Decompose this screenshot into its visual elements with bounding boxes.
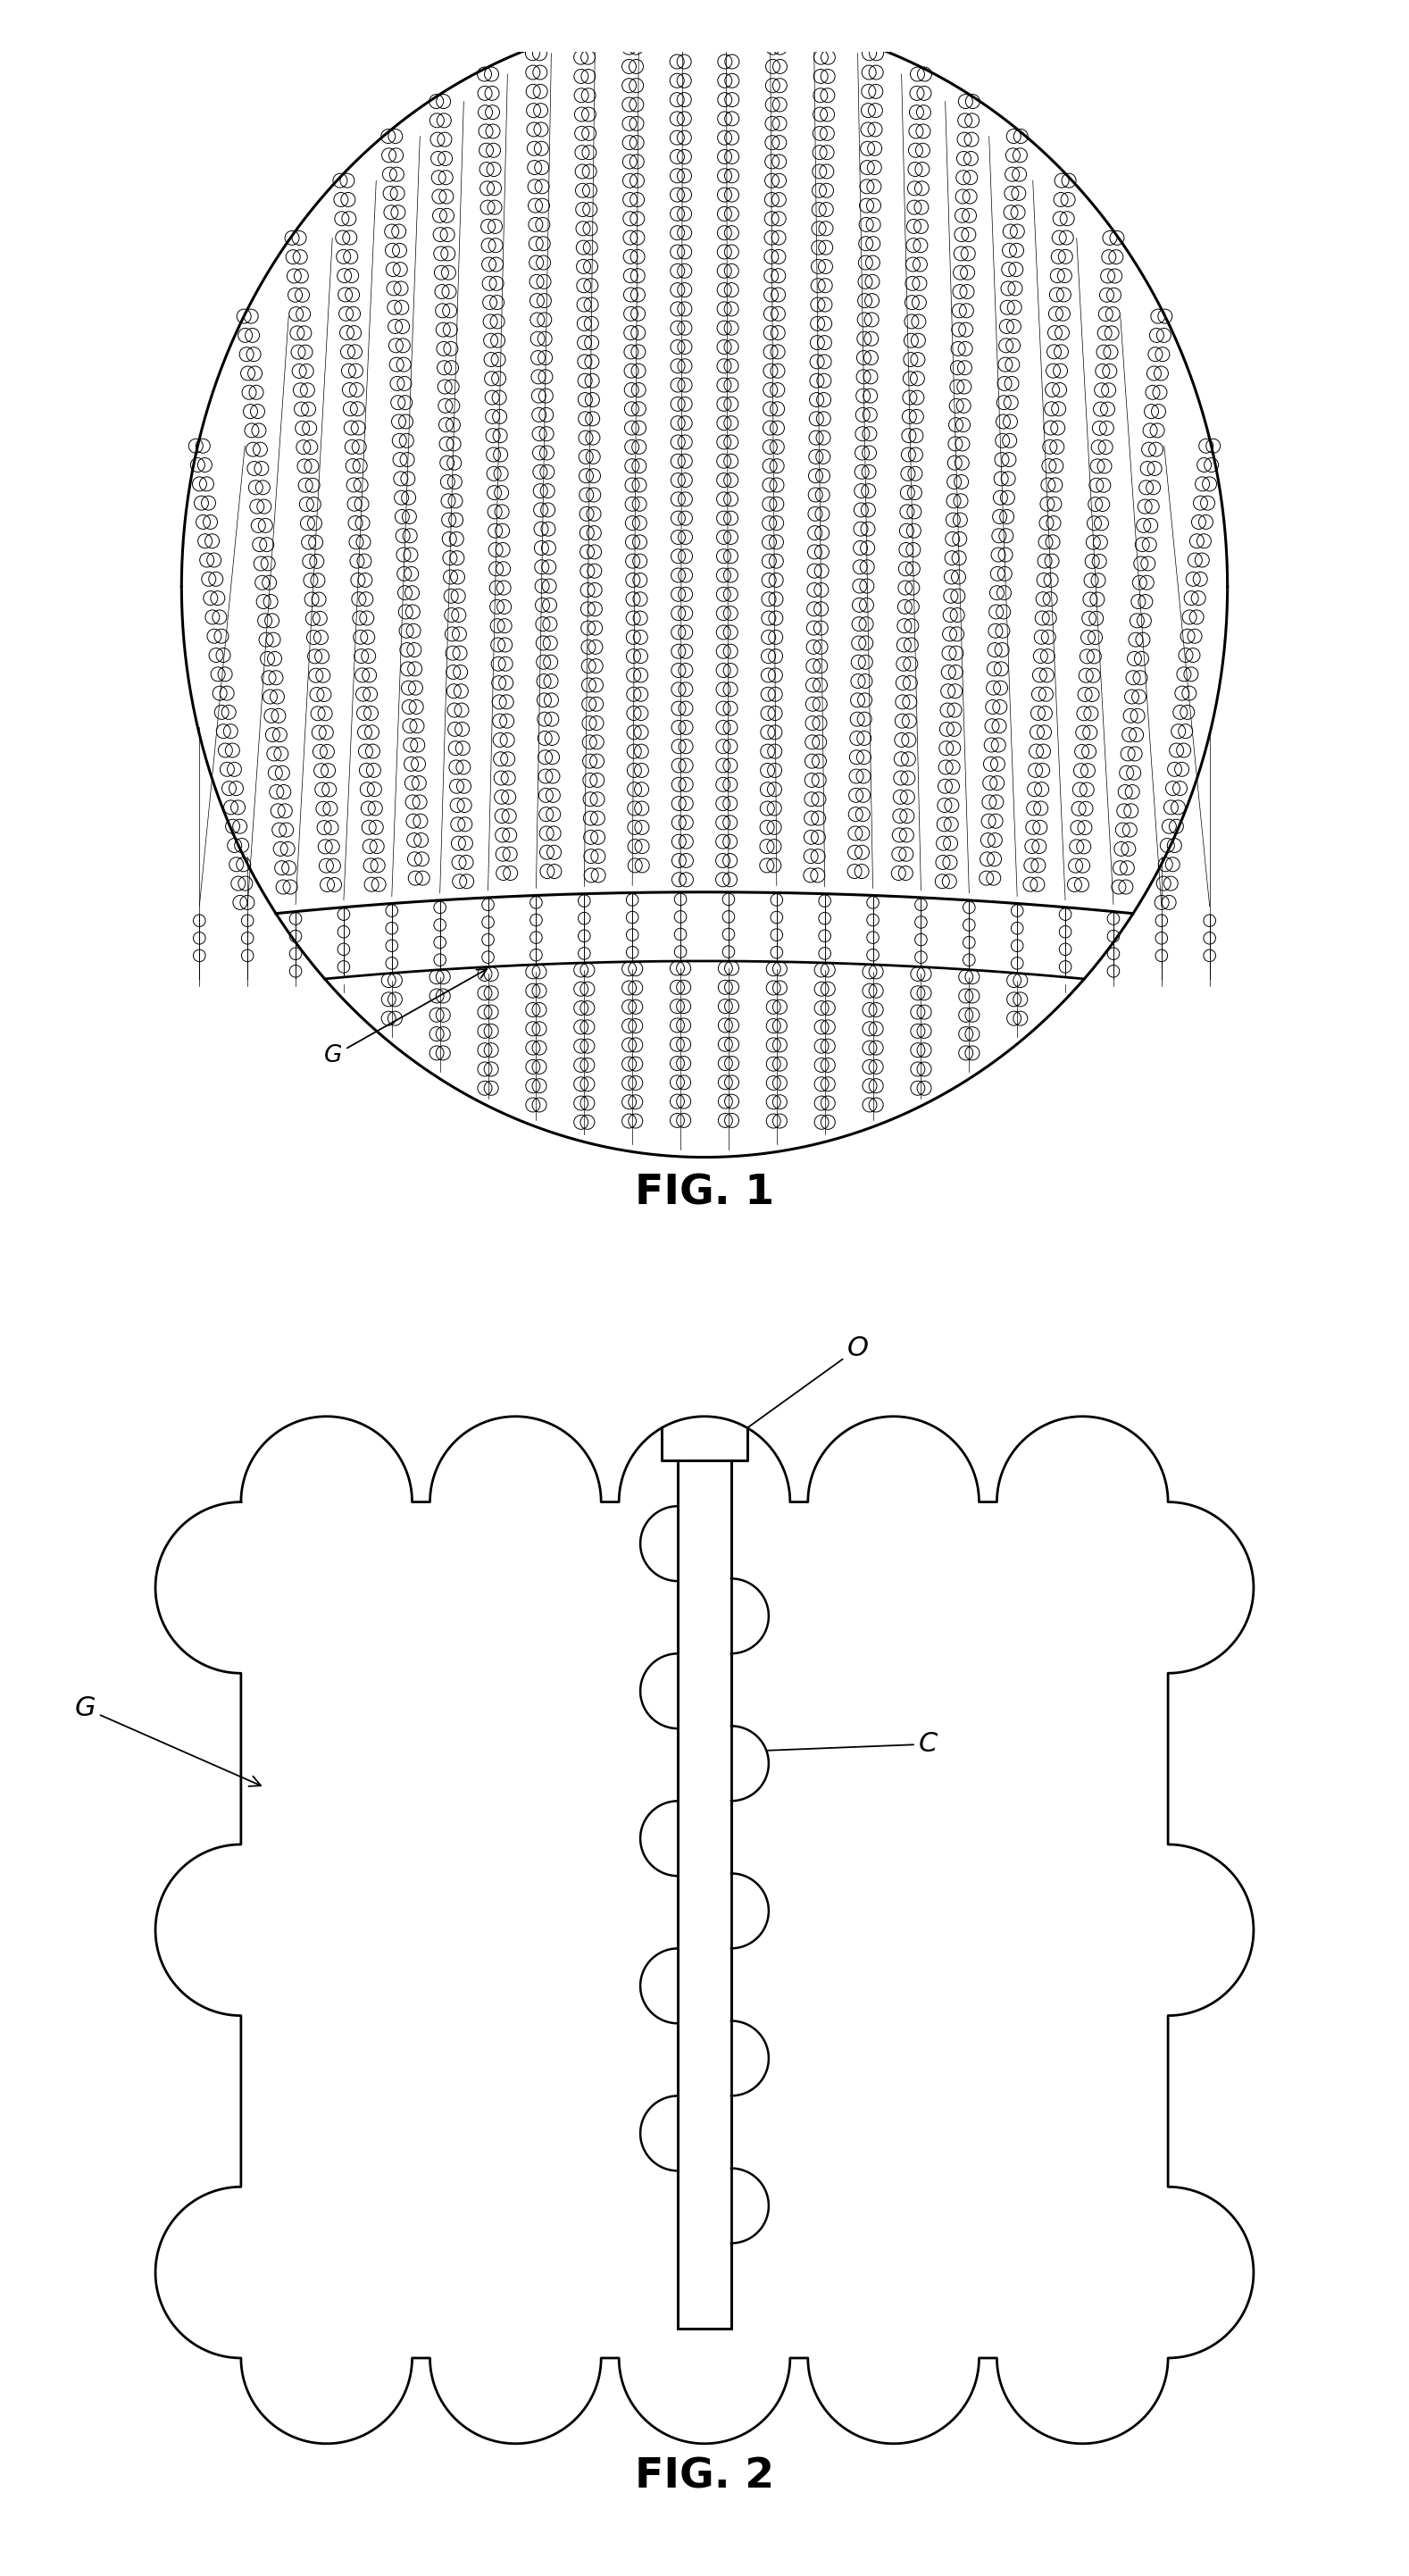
Text: FIG. 1: FIG. 1 bbox=[635, 1172, 774, 1213]
Text: C: C bbox=[741, 1731, 937, 1757]
Polygon shape bbox=[640, 1507, 678, 1582]
Polygon shape bbox=[731, 1726, 769, 1801]
Polygon shape bbox=[678, 1461, 731, 2329]
Polygon shape bbox=[640, 1947, 678, 2022]
Polygon shape bbox=[640, 2097, 678, 2172]
Polygon shape bbox=[182, 15, 1227, 979]
Polygon shape bbox=[731, 1579, 769, 1654]
Text: G: G bbox=[324, 969, 488, 1066]
Text: FIG. 2: FIG. 2 bbox=[635, 2458, 774, 2496]
Text: G: G bbox=[75, 1695, 261, 1785]
Polygon shape bbox=[640, 1654, 678, 1728]
Polygon shape bbox=[155, 1417, 1254, 2445]
Text: O: O bbox=[728, 1334, 868, 1440]
Polygon shape bbox=[731, 2020, 769, 2097]
Polygon shape bbox=[640, 1801, 678, 1875]
Polygon shape bbox=[731, 2169, 769, 2244]
Polygon shape bbox=[731, 1873, 769, 1947]
Polygon shape bbox=[662, 1427, 747, 1461]
Polygon shape bbox=[276, 891, 1133, 979]
